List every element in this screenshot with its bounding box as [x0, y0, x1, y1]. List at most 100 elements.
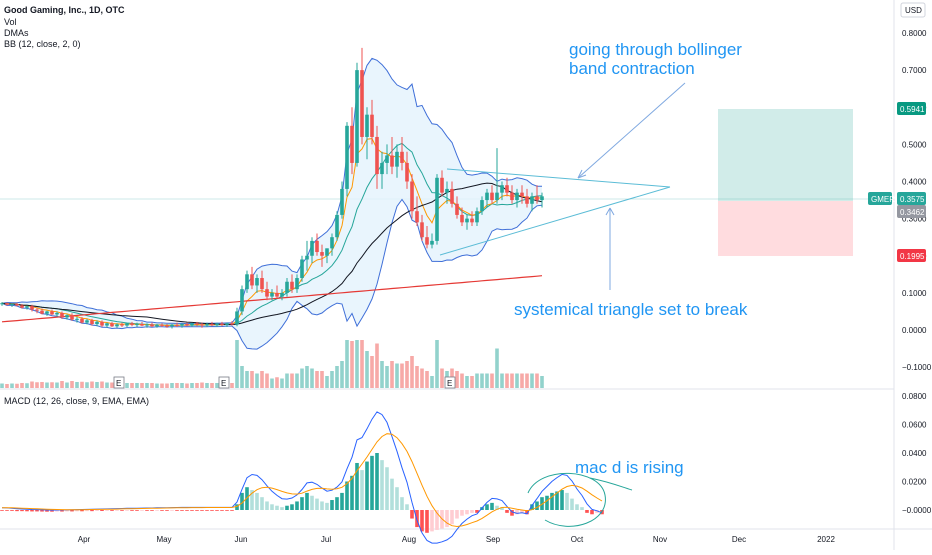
earnings-marker[interactable]: E [444, 376, 456, 389]
macd-hist-bar [295, 501, 299, 510]
candle-body [25, 306, 29, 308]
volume-bar [160, 383, 164, 388]
volume-bar [480, 373, 484, 388]
macd-hist-bar [180, 510, 184, 511]
time-axis[interactable]: Apr May Jun Jul Aug Sep Oct Nov Dec 2022 [78, 535, 836, 544]
volume-bar [270, 378, 274, 388]
macd-hist-bar [540, 497, 544, 510]
macd-hist-bar [565, 492, 569, 510]
volume-bar [85, 382, 89, 388]
volume-bar [170, 383, 174, 388]
macd-hist-bar [275, 505, 279, 510]
ticker-badge[interactable] [868, 192, 892, 205]
volume-bar [100, 381, 104, 388]
candle-body [155, 324, 159, 327]
candle-body [365, 114, 369, 137]
target-price-badge[interactable] [897, 102, 926, 115]
volume-bar [65, 382, 69, 388]
macd-hist-bar [530, 504, 534, 510]
candle-body [320, 252, 324, 256]
price-tick-label: 0.8000 [902, 29, 927, 38]
legend-macd[interactable]: MACD (12, 26, close, 9, EMA, EMA) [4, 396, 149, 406]
volume-bar [345, 340, 349, 388]
candle-body [530, 196, 534, 204]
macd-hist-bar [130, 510, 134, 511]
volume-bar [490, 373, 494, 388]
volume-bar [155, 383, 159, 388]
volume-bar [320, 371, 324, 388]
volume-bar [395, 363, 399, 388]
candle-body [10, 304, 14, 306]
macd-hist-bar [585, 510, 589, 513]
stop-price-text: 0.1995 [900, 252, 925, 261]
currency-button[interactable] [900, 2, 926, 18]
legend-bollinger[interactable]: BB (12, close, 2, 0) [4, 39, 81, 49]
volume-bar [35, 382, 39, 388]
stop-price-badge[interactable] [897, 249, 926, 262]
macd-axis[interactable]: 0.0800 0.0600 0.0400 0.0200 −0.0000 [902, 392, 932, 515]
annotation-arrow-1[interactable] [577, 82, 686, 179]
volume-bar [310, 368, 314, 388]
macd-hist-bar [235, 504, 239, 510]
macd-hist-bar [270, 504, 274, 510]
candle-body [415, 211, 419, 223]
macd-pane[interactable] [0, 390, 894, 528]
candle-body [215, 323, 219, 326]
volume-bar [405, 361, 409, 388]
macd-circle-marker[interactable] [527, 472, 633, 527]
macd-hist-bar [160, 510, 164, 511]
macd-hist-bar [155, 510, 159, 511]
macd-tick-label: 0.0600 [902, 421, 927, 430]
macd-hist-bar [280, 507, 284, 510]
candle-body [50, 311, 54, 315]
candle-body [190, 323, 194, 326]
macd-hist-bar [90, 510, 94, 512]
candle-body [205, 324, 209, 326]
candle-body [225, 323, 229, 325]
stop-zone[interactable] [718, 201, 853, 256]
macd-hist-bar [170, 510, 174, 511]
macd-hist-bar [290, 504, 294, 510]
legend-dmas[interactable]: DMAs [4, 28, 29, 38]
macd-hist-bar [455, 510, 459, 519]
macd-hist-bar [320, 501, 324, 510]
last-price-badge[interactable] [897, 192, 926, 205]
time-tick-label: Nov [653, 535, 667, 544]
macd-hist-bar [330, 500, 334, 510]
earnings-marker[interactable]: E [113, 376, 125, 389]
volume-bar [285, 373, 289, 388]
annotation-text-1b: band contraction [569, 59, 695, 78]
volume-bar [200, 382, 204, 388]
volume-bar [20, 383, 24, 388]
candle-body [110, 323, 114, 327]
macd-hist-bar [500, 507, 504, 510]
macd-hist-bar [225, 510, 229, 511]
candle-body [235, 311, 239, 325]
triangle-lower-line[interactable] [439, 186, 671, 256]
target-zone[interactable] [718, 109, 853, 201]
entry-price-badge[interactable] [897, 205, 926, 218]
volume-bar [190, 383, 194, 388]
candle-body [515, 192, 519, 201]
macd-hist-bar [230, 510, 234, 511]
candle-body [120, 324, 124, 326]
legend-volume[interactable]: Vol [4, 17, 17, 27]
macd-hist-bar [445, 510, 449, 528]
volume-bar [465, 376, 469, 388]
triangle-upper-line[interactable] [446, 168, 671, 188]
macd-hist-bar [460, 510, 464, 516]
volume-bar [165, 383, 169, 388]
candle-body [115, 324, 119, 327]
macd-hist-bar [580, 507, 584, 510]
symbol-title[interactable]: Good Gaming, Inc., 1D, OTC [4, 5, 125, 15]
macd-hist-bar [365, 461, 369, 510]
candle-body [280, 292, 284, 297]
earnings-marker[interactable]: E [218, 376, 230, 389]
macd-hist-bar [260, 497, 264, 510]
candle-body [455, 203, 459, 215]
macd-hist-bar [545, 495, 549, 510]
candle-body [160, 324, 164, 326]
volume-bar [315, 371, 319, 388]
candle-body [445, 188, 449, 193]
